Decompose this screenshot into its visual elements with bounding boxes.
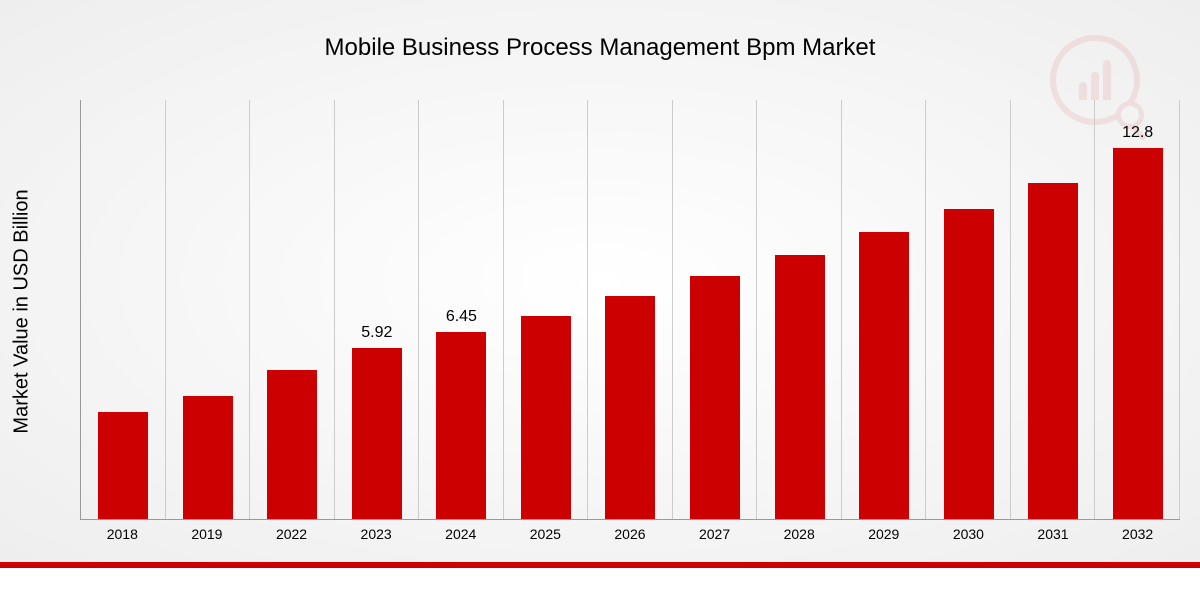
- bar-slot: [250, 100, 335, 519]
- bar-slot: [842, 100, 927, 519]
- x-axis-label: 2023: [334, 526, 419, 542]
- bar-value-label: 6.45: [446, 308, 477, 326]
- bar-slot: [504, 100, 589, 519]
- bar: [605, 296, 655, 519]
- bar: [944, 209, 994, 519]
- chart-container: Mobile Business Process Management Bpm M…: [0, 0, 1200, 600]
- bar-slot: [926, 100, 1011, 519]
- bar: [1028, 183, 1078, 519]
- bar-slot: 5.92: [335, 100, 420, 519]
- x-axis-label: 2018: [80, 526, 165, 542]
- chart-title: Mobile Business Process Management Bpm M…: [325, 34, 876, 62]
- bar: [436, 332, 486, 519]
- bar-slot: [588, 100, 673, 519]
- bar: [521, 316, 571, 519]
- bar-slot: 6.45: [419, 100, 504, 519]
- bar-slot: [1011, 100, 1096, 519]
- bar: [775, 255, 825, 519]
- bar: [859, 232, 909, 519]
- bar: [1113, 148, 1163, 519]
- x-axis-label: 2027: [672, 526, 757, 542]
- x-axis-label: 2028: [757, 526, 842, 542]
- bar-slot: [757, 100, 842, 519]
- bar: [352, 348, 402, 519]
- bar-slot: 12.8: [1095, 100, 1180, 519]
- x-axis-label: 2026: [588, 526, 673, 542]
- x-axis-label: 2022: [249, 526, 334, 542]
- bar-value-label: 12.8: [1122, 124, 1153, 142]
- bar: [98, 412, 148, 519]
- bar-slot: [166, 100, 251, 519]
- x-axis-label: 2030: [926, 526, 1011, 542]
- x-axis-label: 2025: [503, 526, 588, 542]
- bars-container: 5.92 6.45 12.8: [81, 100, 1180, 519]
- bar-slot: [81, 100, 166, 519]
- y-axis-label: Market Value in USD Billion: [11, 189, 34, 433]
- x-axis-label: 2029: [841, 526, 926, 542]
- x-axis-label: 2032: [1095, 526, 1180, 542]
- bar: [690, 276, 740, 519]
- x-axis-label: 2019: [165, 526, 250, 542]
- bar-slot: [673, 100, 758, 519]
- x-axis-labels: 2018201920222023202420252026202720282029…: [80, 526, 1180, 542]
- bar: [183, 396, 233, 519]
- x-axis-label: 2031: [1011, 526, 1096, 542]
- bottom-area: [0, 568, 1200, 600]
- bar: [267, 370, 317, 519]
- bar-value-label: 5.92: [361, 324, 392, 342]
- chart-plot-area: 5.92 6.45 12.8: [80, 100, 1180, 520]
- x-axis-label: 2024: [418, 526, 503, 542]
